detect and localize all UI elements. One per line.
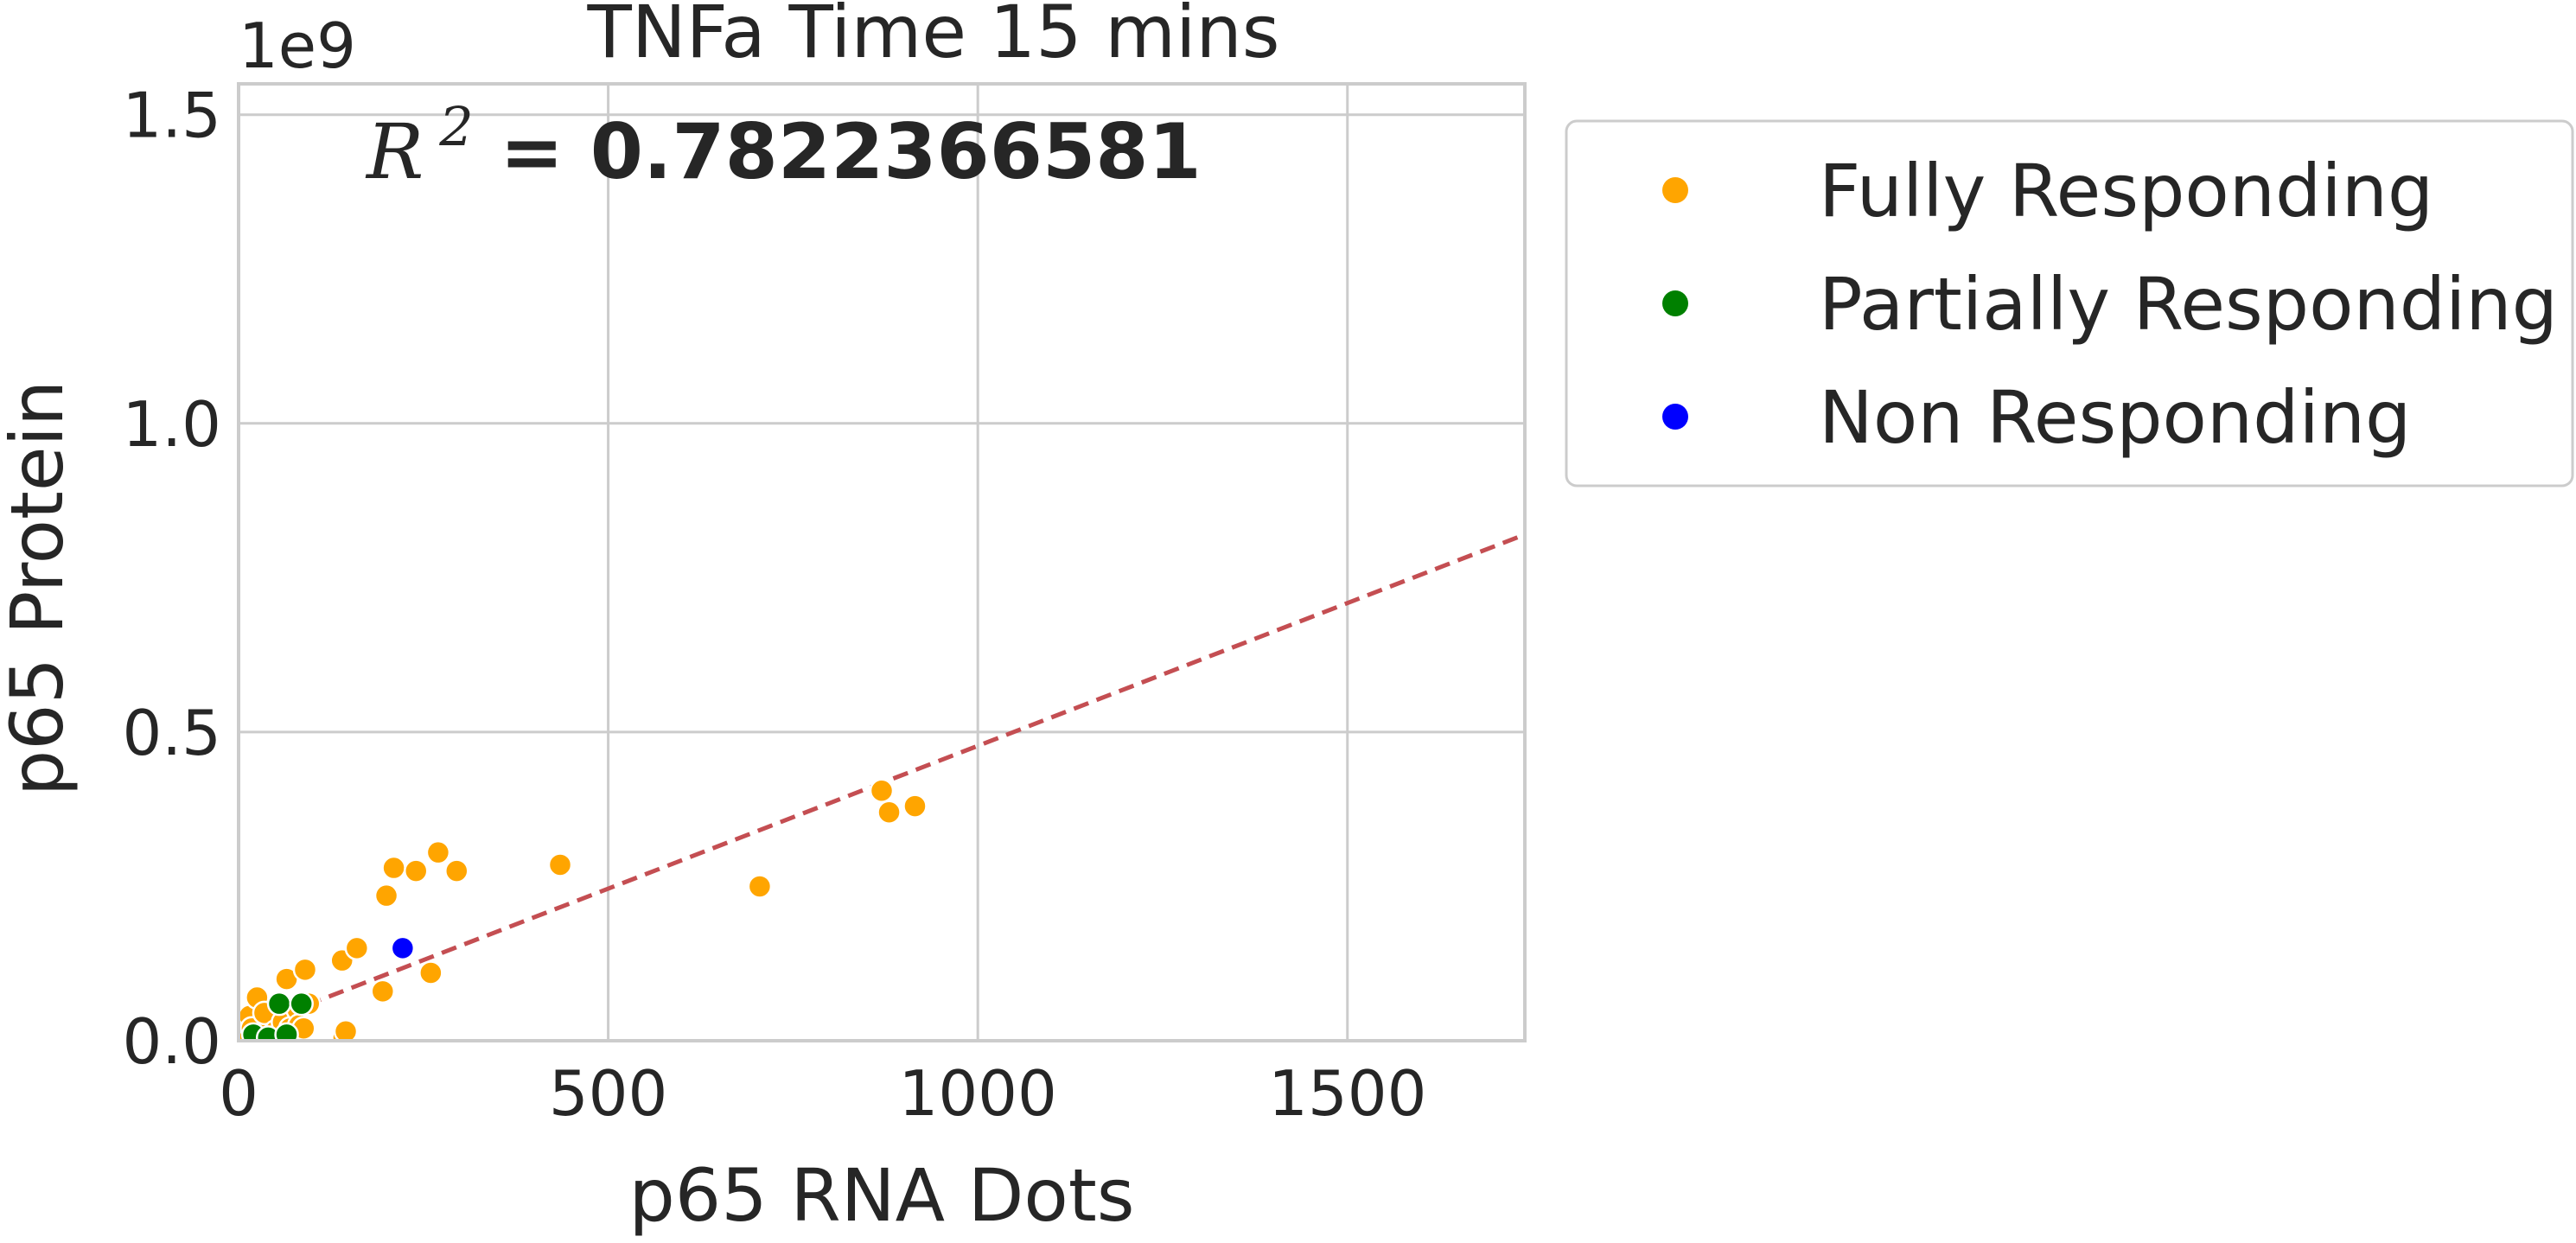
point-fully-responding	[292, 957, 318, 983]
x-axis-label: p65 RNA Dots	[628, 1153, 1134, 1238]
y-axis-label: p65 Protein	[0, 380, 80, 796]
point-fully-responding	[425, 839, 451, 865]
legend-marker	[1662, 177, 1688, 203]
legend-label: Fully Responding	[1819, 149, 2433, 233]
chart-title: TNFa Time 15 mins	[587, 0, 1280, 74]
point-fully-responding	[418, 960, 443, 985]
legend-frame	[1565, 119, 2574, 488]
legend-label: Partially Responding	[1819, 262, 2558, 347]
r-squared-superscript: 2	[438, 95, 473, 158]
x-tick-label: 0	[219, 1057, 258, 1130]
point-fully-responding	[902, 794, 928, 819]
point-fully-responding	[403, 858, 429, 883]
y-tick-label: 1.5	[122, 80, 221, 152]
y-tick-label: 1.0	[122, 388, 221, 461]
point-fully-responding	[381, 855, 406, 881]
x-tick-label: 1500	[1268, 1057, 1426, 1130]
point-fully-responding	[547, 852, 573, 877]
point-fully-responding	[444, 858, 469, 883]
point-fully-responding	[747, 874, 773, 899]
x-tick-labels: 0 500 1000 1500	[219, 1057, 1426, 1130]
legend-marker	[1662, 404, 1688, 430]
point-fully-responding	[333, 1019, 359, 1041]
point-fully-responding	[370, 978, 396, 1004]
y-tick-label: 0.5	[122, 697, 221, 769]
y-tick-labels: 0.0 0.5 1.0 1.5	[122, 80, 221, 1078]
point-partially-responding	[274, 1022, 299, 1041]
y-offset-text: 1e9	[239, 10, 356, 82]
point-partially-responding	[266, 991, 292, 1017]
legend-label: Non Responding	[1819, 375, 2411, 460]
x-tick-label: 500	[549, 1057, 667, 1130]
plot-frame	[237, 82, 1527, 1042]
point-fully-responding	[373, 883, 399, 908]
r-squared-value: = 0.7822366581	[474, 107, 1202, 196]
y-tick-label: 0.0	[122, 1005, 221, 1078]
r-squared-symbol: R	[365, 107, 424, 196]
point-non-responding	[390, 935, 416, 961]
data-points	[239, 778, 928, 1041]
grid-lines	[239, 84, 1525, 1041]
point-fully-responding	[869, 778, 895, 804]
point-partially-responding	[289, 991, 314, 1017]
legend-marker	[1662, 290, 1688, 316]
point-fully-responding	[877, 800, 902, 825]
legend: Fully Responding Partially Responding Non …	[1565, 119, 2574, 488]
point-fully-responding	[344, 935, 370, 961]
x-tick-label: 1000	[899, 1057, 1057, 1130]
